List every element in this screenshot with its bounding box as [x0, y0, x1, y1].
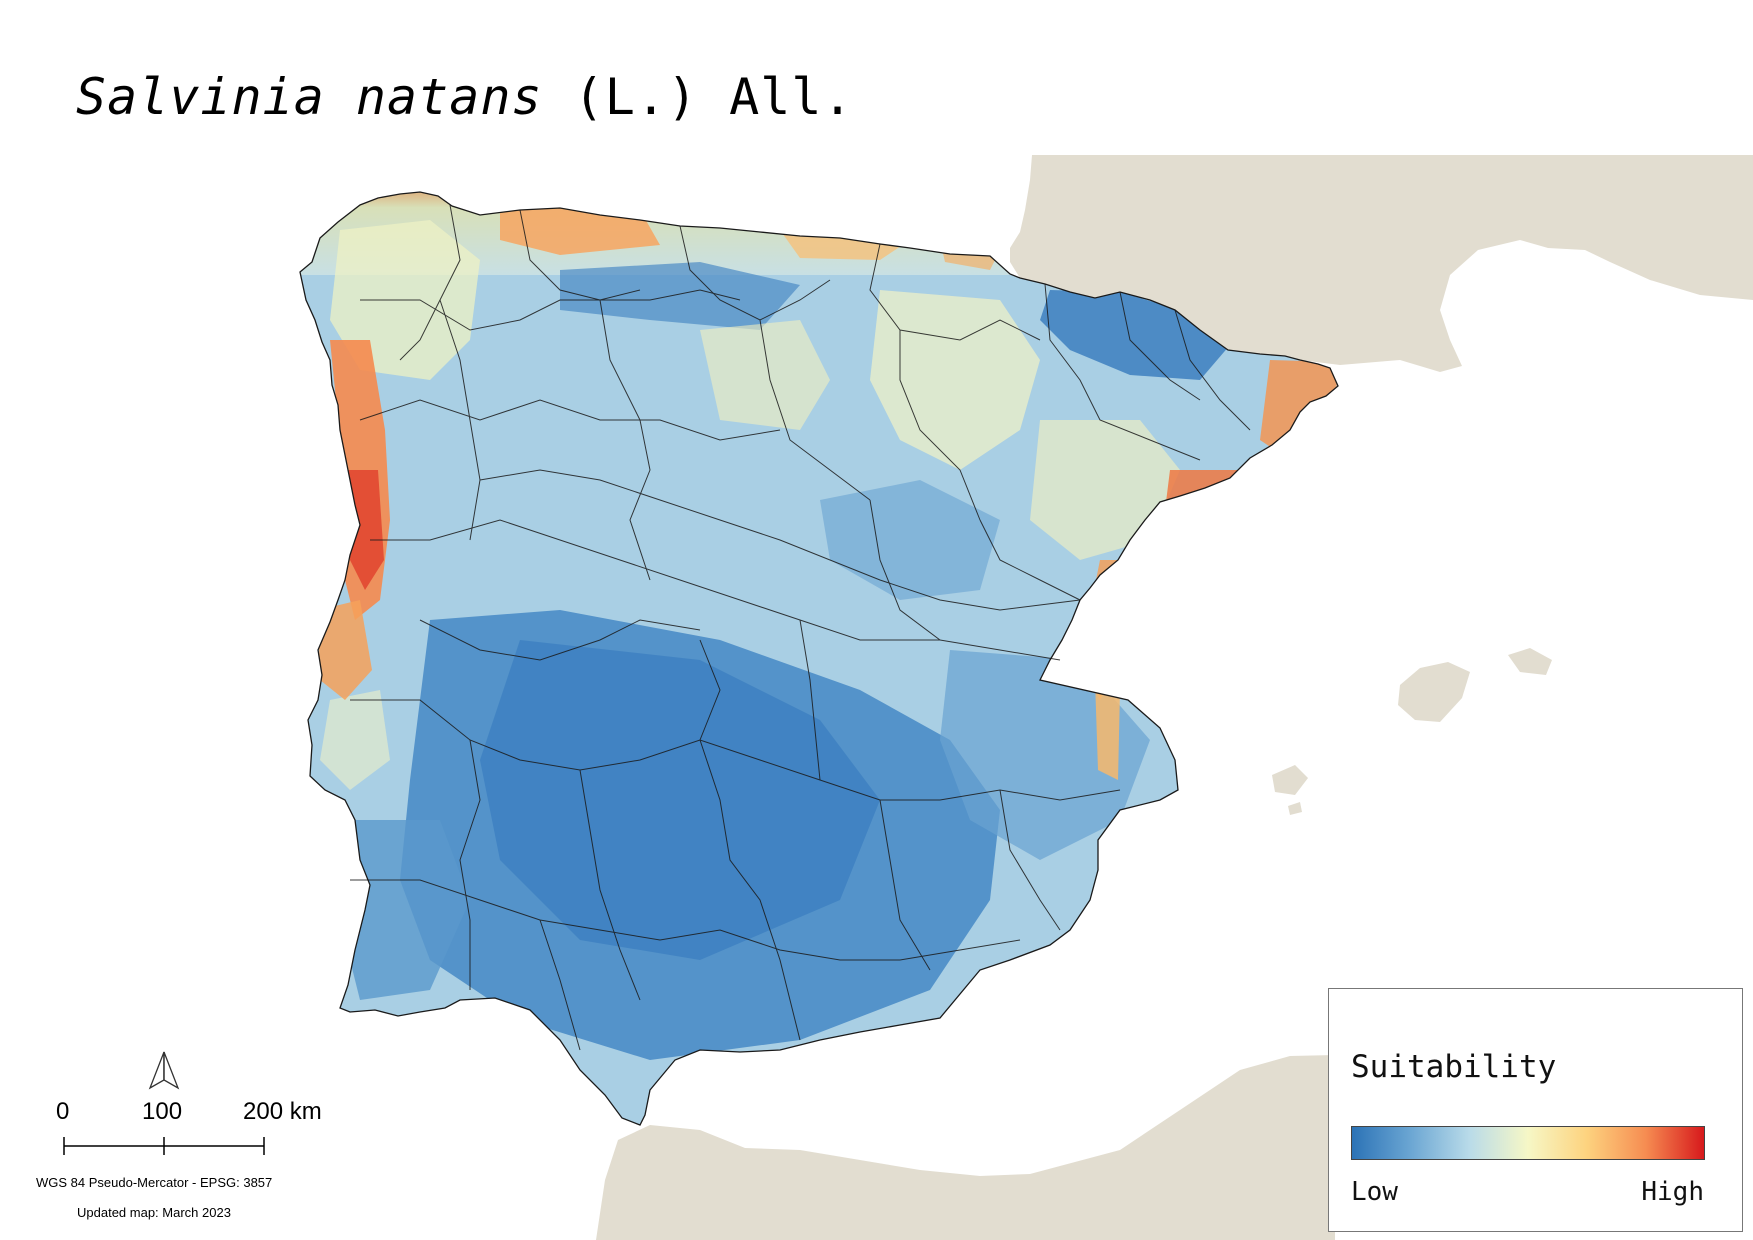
- north-africa-landmass: [596, 1055, 1335, 1240]
- neighbouring-land: [596, 155, 1753, 1240]
- north-arrow-icon: [148, 1051, 180, 1090]
- legend-low-label: Low: [1351, 1177, 1398, 1207]
- legend-color-ramp: [1351, 1126, 1705, 1160]
- iberia-outline: [299, 191, 1339, 1126]
- menorca-island: [1508, 648, 1552, 675]
- legend-panel: Suitability Low High: [1328, 988, 1743, 1232]
- scale-label-200: 200 km: [243, 1098, 322, 1125]
- species-name: Salvinia natans: [76, 68, 543, 126]
- updated-note: Updated map: March 2023: [77, 1205, 231, 1220]
- ibiza-island: [1272, 765, 1308, 795]
- formentera-island: [1288, 802, 1302, 815]
- legend-high-label: High: [1641, 1177, 1704, 1207]
- france-landmass: [1010, 155, 1753, 372]
- mallorca-island: [1398, 662, 1470, 722]
- province-boundaries: [350, 204, 1251, 1051]
- legend-title: Suitability: [1351, 1049, 1557, 1085]
- crs-note: WGS 84 Pseudo-Mercator - EPSG: 3857: [36, 1175, 273, 1190]
- species-authority: (L.) All.: [542, 68, 854, 126]
- scale-label-100: 100: [142, 1098, 183, 1125]
- scale-bar: [63, 1137, 265, 1155]
- map-title: Salvinia natans (L.) All.: [76, 68, 854, 126]
- scale-label-0: 0: [56, 1098, 70, 1125]
